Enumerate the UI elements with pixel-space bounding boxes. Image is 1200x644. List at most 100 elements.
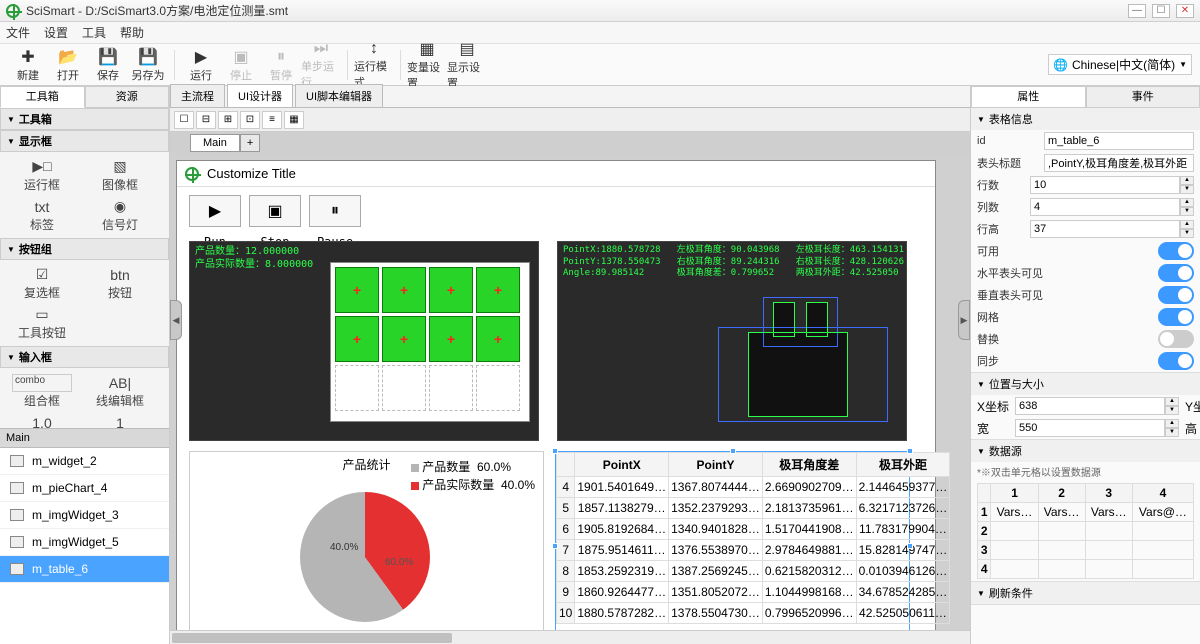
rowh-down[interactable]: ▼ xyxy=(1180,229,1194,238)
palette-运行框[interactable]: ▶□运行框 xyxy=(4,156,80,194)
palette-标签[interactable]: txt标签 xyxy=(4,196,80,234)
ds-cell[interactable] xyxy=(1038,522,1085,541)
toolbar-运行[interactable]: ▶运行 xyxy=(181,45,221,85)
form-tab-main[interactable]: Main xyxy=(190,134,240,152)
ds-cell[interactable]: Vars… xyxy=(991,503,1038,522)
prop-x-input[interactable] xyxy=(1015,397,1165,415)
outline-item-m_table_6[interactable]: m_table_6 xyxy=(0,556,169,583)
toolbar-打开[interactable]: 📂打开 xyxy=(48,45,88,85)
toggle-同步[interactable] xyxy=(1158,352,1194,370)
image-widget-5[interactable]: PointX:1880.578728 左极耳角度：90.043968 左极耳长度… xyxy=(557,241,907,441)
outline-item-m_imgWidget_5[interactable]: m_imgWidget_5 xyxy=(0,529,169,556)
palette-工具按钮[interactable]: ▭工具按钮 xyxy=(4,304,80,342)
pause-button[interactable]: ⏸ xyxy=(309,195,361,227)
align-top-button[interactable]: ⊡ xyxy=(240,111,260,129)
palette-选值框[interactable]: 1选值框 xyxy=(82,412,158,428)
prop-cols-input[interactable] xyxy=(1030,198,1180,216)
tab-events[interactable]: 事件 xyxy=(1086,86,1200,108)
stop-button[interactable]: ▣ xyxy=(249,195,301,227)
toolbar-保存[interactable]: 💾保存 xyxy=(88,45,128,85)
collapse-right-button[interactable]: ▶ xyxy=(958,300,970,340)
outline-item-m_pieChart_4[interactable]: m_pieChart_4 xyxy=(0,475,169,502)
menu-tools[interactable]: 工具 xyxy=(82,24,106,41)
toggle-替换[interactable] xyxy=(1158,330,1194,348)
prop-header-input[interactable] xyxy=(1044,154,1194,172)
ds-cell[interactable]: Vars… xyxy=(1038,503,1085,522)
maximize-button[interactable]: ☐ xyxy=(1152,4,1170,18)
menu-file[interactable]: 文件 xyxy=(6,24,30,41)
section-position[interactable]: 位置与大小 xyxy=(971,373,1200,395)
group-按钮组[interactable]: 按钮组 xyxy=(0,238,169,260)
pie-chart-widget[interactable]: 产品统计 产品数量 60.0%产品实际数量 40.0% 40.0% 60.0% xyxy=(189,451,544,630)
ds-cell[interactable] xyxy=(991,541,1038,560)
align-center-button[interactable]: ≡ xyxy=(262,111,282,129)
align-h-button[interactable]: ⊟ xyxy=(196,111,216,129)
toggle-垂直表头可见[interactable] xyxy=(1158,286,1194,304)
tab-properties[interactable]: 属性 xyxy=(971,86,1086,108)
toggle-水平表头可见[interactable] xyxy=(1158,264,1194,282)
rows-up[interactable]: ▲ xyxy=(1180,176,1194,185)
toolbar-另存为[interactable]: 💾另存为 xyxy=(128,45,168,85)
group-显示框[interactable]: 显示框 xyxy=(0,130,169,152)
palette-信号灯[interactable]: ◉信号灯 xyxy=(82,196,158,234)
form-tab-add[interactable]: + xyxy=(240,134,260,152)
ds-cell[interactable] xyxy=(1132,560,1193,579)
cols-up[interactable]: ▲ xyxy=(1180,198,1194,207)
tab-ui-script-editor[interactable]: UI脚本编辑器 xyxy=(295,84,383,107)
ds-cell[interactable] xyxy=(1085,560,1132,579)
design-form[interactable]: Customize Title ▶ ▣ ⏸ Run Stop Pause 产品数… xyxy=(176,160,936,630)
tab-toolbox[interactable]: 工具箱 xyxy=(0,86,85,108)
palette-浮点型选值框[interactable]: 1.0浮点型选值框 xyxy=(4,412,80,428)
group-工具箱[interactable]: 工具箱 xyxy=(0,108,169,130)
section-table-info[interactable]: 表格信息 xyxy=(971,108,1200,130)
section-datasource[interactable]: 数据源 xyxy=(971,440,1200,462)
ds-cell[interactable] xyxy=(1085,522,1132,541)
toggle-网格[interactable] xyxy=(1158,308,1194,326)
tab-ui-designer[interactable]: UI设计器 xyxy=(227,84,293,107)
close-button[interactable]: ✕ xyxy=(1176,4,1194,18)
table-widget-6[interactable]: PointXPointY极耳角度差极耳外距41901.5401649…1367.… xyxy=(555,451,910,630)
toggle-可用[interactable] xyxy=(1158,242,1194,260)
language-selector[interactable]: 🌐Chinese|中文(简体)▼ xyxy=(1048,54,1192,75)
canvas-h-scrollbar[interactable] xyxy=(170,630,970,644)
palette-复选框[interactable]: ☑复选框 xyxy=(4,264,80,302)
tab-main-flow[interactable]: 主流程 xyxy=(170,84,225,107)
run-button[interactable]: ▶ xyxy=(189,195,241,227)
align-v-button[interactable]: ⊞ xyxy=(218,111,238,129)
minimize-button[interactable]: — xyxy=(1128,4,1146,18)
ds-cell[interactable] xyxy=(1038,541,1085,560)
align-left-button[interactable]: ☐ xyxy=(174,111,194,129)
image-widget-3[interactable]: 产品数量：12.000000 产品实际数量：8.000000 xyxy=(189,241,539,441)
menu-help[interactable]: 帮助 xyxy=(120,24,144,41)
palette-线编辑框[interactable]: AB|线编辑框 xyxy=(82,372,158,410)
collapse-left-button[interactable]: ◀ xyxy=(170,300,182,340)
outline-item-m_widget_2[interactable]: m_widget_2 xyxy=(0,448,169,475)
menu-settings[interactable]: 设置 xyxy=(44,24,68,41)
ds-cell[interactable] xyxy=(991,522,1038,541)
ds-cell[interactable]: Vars… xyxy=(1085,503,1132,522)
palette-按钮[interactable]: btn按钮 xyxy=(82,264,158,302)
ds-cell[interactable] xyxy=(1038,560,1085,579)
toolbar-变量设置[interactable]: ▦变量设置 xyxy=(407,45,447,85)
prop-w-input[interactable] xyxy=(1015,419,1165,437)
align-grid-button[interactable]: ▦ xyxy=(284,111,304,129)
palette-组合框[interactable]: combo组合框 xyxy=(4,372,80,410)
outline-item-m_imgWidget_3[interactable]: m_imgWidget_3 xyxy=(0,502,169,529)
toolbar-运行模式[interactable]: ↕运行模式 xyxy=(354,45,394,85)
tab-resources[interactable]: 资源 xyxy=(85,86,170,108)
cols-down[interactable]: ▼ xyxy=(1180,207,1194,216)
ds-cell[interactable] xyxy=(1085,541,1132,560)
prop-rowh-input[interactable] xyxy=(1030,220,1180,238)
section-refresh[interactable]: 刷新条件 xyxy=(971,582,1200,604)
rowh-up[interactable]: ▲ xyxy=(1180,220,1194,229)
ds-cell[interactable] xyxy=(1132,541,1193,560)
prop-id-input[interactable] xyxy=(1044,132,1194,150)
ds-cell[interactable] xyxy=(991,560,1038,579)
toolbar-新建[interactable]: ✚新建 xyxy=(8,45,48,85)
ds-cell[interactable] xyxy=(1132,522,1193,541)
rows-down[interactable]: ▼ xyxy=(1180,185,1194,194)
palette-图像框[interactable]: ▧图像框 xyxy=(82,156,158,194)
group-输入框[interactable]: 输入框 xyxy=(0,346,169,368)
prop-rows-input[interactable] xyxy=(1030,176,1180,194)
toolbar-显示设置[interactable]: ▤显示设置 xyxy=(447,45,487,85)
